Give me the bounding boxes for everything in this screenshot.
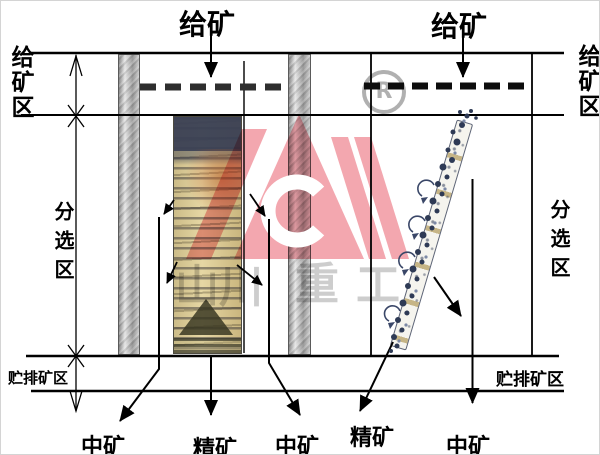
zone-label-separation-right: 分选区 [547,199,571,286]
outlet-label-middlings-2: 中矿 [274,435,319,455]
zone-label-feed-left: 给矿区 [7,45,33,120]
logo-slash-1 [331,137,386,259]
ore-bottom-band [174,338,241,353]
particle-tumble-arrows [383,179,435,322]
feed-label-left: 给矿 [178,8,235,41]
plate-particles [389,109,478,353]
watermark-char-gong: 工 [356,260,400,311]
plate-particles-light [397,119,466,343]
feed-label-right: 给矿 [430,10,487,43]
logo-slash-2 [354,137,409,259]
zone-dimension-line [67,53,85,414]
zone-label-feed-right: 给矿区 [574,44,600,119]
logo-letter-c [260,174,325,248]
zone-label-separation-left: 分选区 [51,201,75,288]
logo-left-stripe [186,129,267,259]
watermark-char-chuan: 川 [219,262,263,313]
particle-tumble-arrowtips [388,197,428,329]
left-gray-column [118,54,140,355]
outlet-label-concentrate-2: 精矿 [349,426,394,451]
zone-boundary-lines [21,51,564,393]
outlet-label-concentrate-1: 精矿 [192,437,237,455]
discharge-arrows [119,179,480,422]
outlet-label-middlings-3: 中矿 [445,435,490,455]
zone-label-discharge-left: 贮排矿区 [7,369,68,387]
outlet-label-middlings-1: 中矿 [80,435,125,455]
watermark-char-shan: 山 [175,261,219,312]
chamber-wall-lines [243,54,533,355]
middlings-deflector-arrows [163,193,266,286]
watermark-char-zhong: 重 [295,259,339,310]
zone-label-discharge-right: 贮排矿区 [496,370,564,390]
